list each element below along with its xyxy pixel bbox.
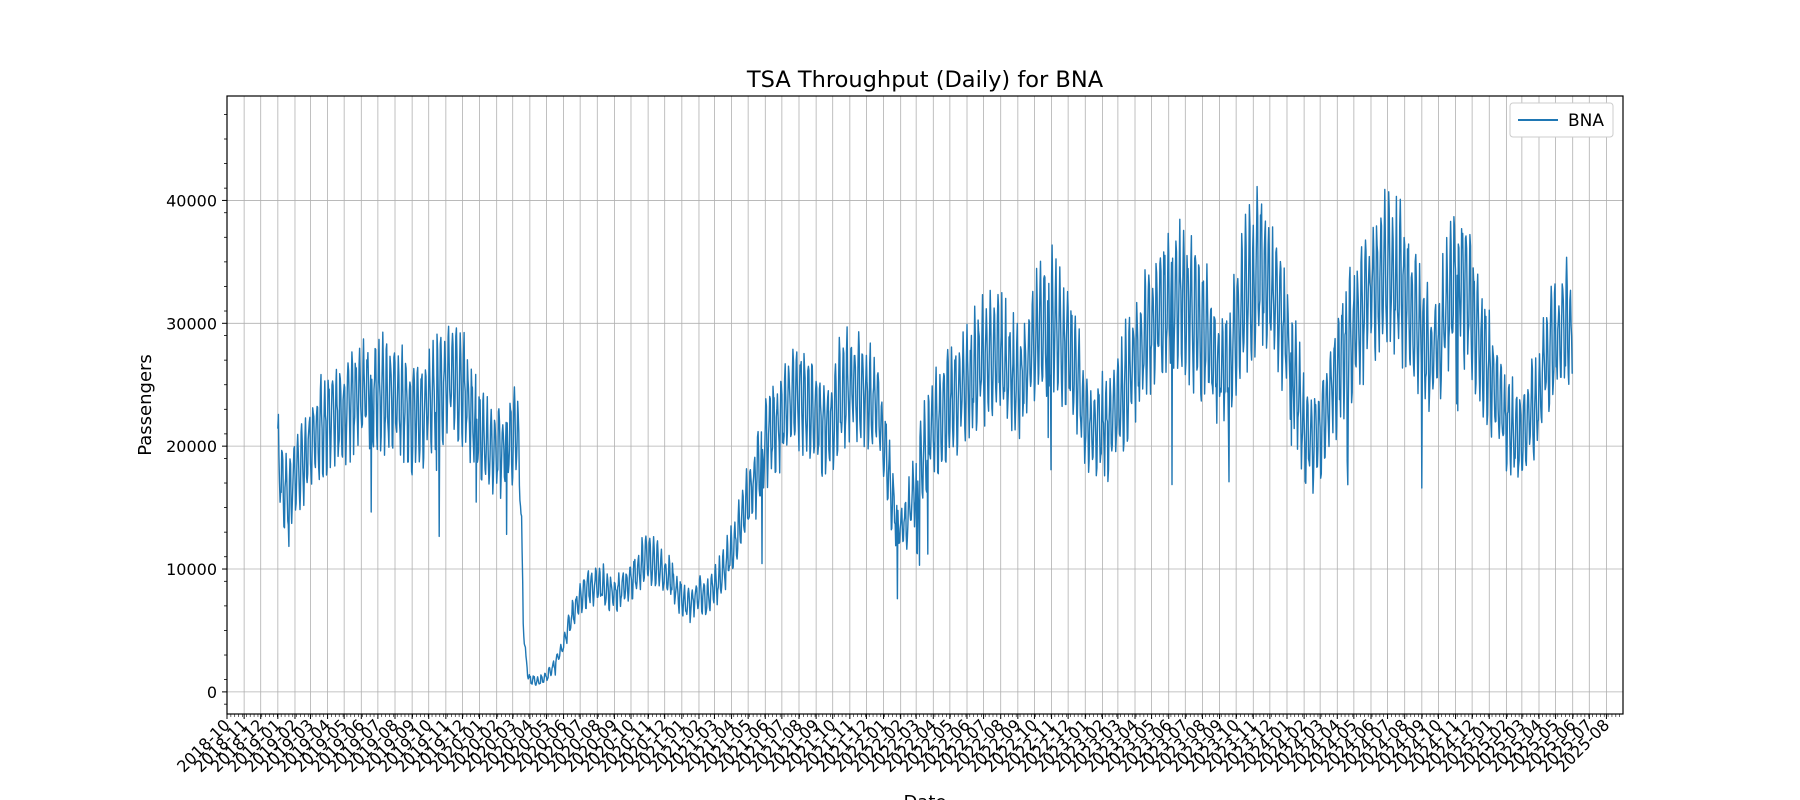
legend: BNA	[1509, 102, 1614, 138]
x-tick-labels: 2018-102018-112018-122019-012019-022019-…	[173, 715, 1613, 776]
y-tick-label: 30000	[166, 314, 217, 333]
axes-frame	[226, 95, 1624, 715]
y-tick-labels: 0 10000 20000 30000 40000	[166, 191, 217, 701]
minor-ticks	[224, 114, 1620, 717]
y-tick-label: 20000	[166, 437, 217, 456]
major-ticks	[222, 199, 1607, 719]
series-line-bna	[277, 185, 1573, 686]
y-tick-label: 10000	[166, 560, 217, 579]
y-tick-label: 40000	[166, 191, 217, 210]
legend-box	[1509, 102, 1614, 138]
plot-area	[277, 185, 1573, 686]
chart-title: TSA Throughput (Daily) for BNA	[746, 67, 1104, 93]
y-axis-label: Passengers	[135, 354, 156, 456]
y-tick-label: 0	[207, 683, 217, 702]
legend-label-bna: BNA	[1568, 111, 1604, 131]
x-axis-label: Date	[903, 792, 946, 800]
